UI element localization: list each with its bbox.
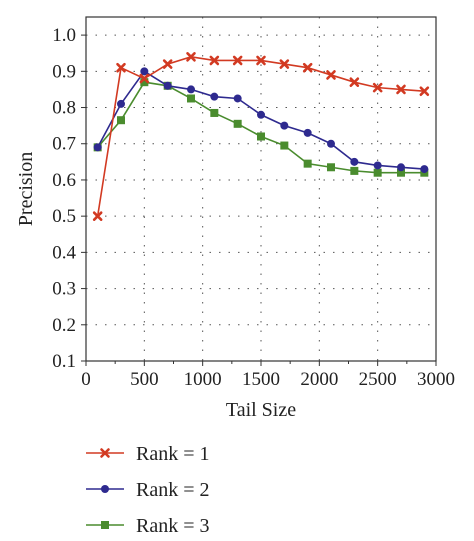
data-point: [209, 55, 220, 66]
data-point-stroke: [186, 52, 196, 62]
grid-lines: [86, 17, 436, 361]
data-point: [232, 55, 243, 66]
data-point: [373, 161, 382, 170]
data-point: [303, 159, 312, 168]
data-point: [350, 166, 359, 175]
data-point: [257, 110, 265, 119]
legend-item-rank-1: Rank = 1: [86, 443, 210, 465]
data-point-stroke: [209, 55, 220, 66]
data-point: [397, 163, 405, 172]
y-tick-label: 0.4: [52, 242, 76, 263]
x-tick-label: 2000: [300, 369, 338, 390]
data-point: [140, 67, 149, 76]
data-point-stroke: [326, 70, 336, 80]
data-point: [233, 94, 242, 103]
legend-label: Rank = 2: [136, 479, 210, 501]
x-tick-label: 1000: [184, 369, 222, 390]
data-point: [210, 108, 219, 117]
data-point: [139, 73, 150, 84]
x-tick-label: 2500: [359, 369, 397, 390]
series-rank-1: [92, 52, 430, 221]
legend-label: Rank = 3: [136, 515, 210, 537]
data-point: [373, 168, 382, 177]
data-point: [256, 55, 266, 66]
data-point: [420, 165, 429, 174]
data-point: [162, 59, 173, 69]
data-point-stroke: [116, 62, 126, 73]
data-point: [116, 62, 126, 73]
data-point: [93, 143, 102, 152]
data-point: [186, 52, 196, 62]
data-point: [349, 77, 360, 87]
series-rank-2: [93, 67, 429, 174]
y-tick-label: 0.1: [52, 351, 76, 372]
series-layer: [92, 52, 430, 221]
y-tick-label: 0.2: [52, 315, 76, 336]
legend-marker: [101, 521, 109, 529]
data-point: [350, 157, 359, 166]
legend: Rank = 1 Rank = 2 Rank = 3: [86, 443, 210, 537]
data-point: [397, 168, 405, 177]
data-point-stroke: [419, 86, 430, 97]
data-point-stroke: [256, 55, 266, 66]
y-tick-label: 0.5: [52, 206, 76, 227]
data-point: [372, 82, 383, 93]
legend-item-rank-2: Rank = 2: [86, 479, 210, 501]
legend-label: Rank = 1: [136, 443, 210, 465]
data-point: [233, 119, 242, 128]
data-point-stroke: [92, 211, 103, 221]
legend-marker-stroke: [100, 448, 110, 458]
y-axis-title: Precision: [15, 152, 37, 226]
y-tick-label: 0.7: [52, 134, 76, 155]
data-point: [117, 99, 125, 108]
series-line: [97, 81, 425, 174]
legend-item-rank-3: Rank = 3: [86, 515, 210, 537]
x-axis-title: Tail Size: [226, 399, 296, 421]
data-point: [303, 128, 312, 137]
data-point: [187, 85, 195, 94]
legend-marker: [100, 448, 110, 458]
y-tick-label: 0.6: [52, 170, 76, 191]
data-point: [326, 70, 336, 80]
y-tick-label: 1.0: [52, 25, 76, 46]
y-tick-label: 0.8: [52, 98, 76, 119]
data-point: [419, 86, 430, 97]
data-point: [187, 94, 195, 103]
x-tick-label: 1500: [242, 369, 280, 390]
data-point: [210, 92, 219, 101]
x-tick-label: 0: [81, 369, 91, 390]
data-point-stroke: [396, 84, 406, 95]
y-tick-label: 0.3: [52, 279, 76, 300]
data-point: [327, 163, 335, 172]
data-point: [327, 139, 335, 148]
data-point: [280, 141, 289, 150]
x-tick-label: 500: [130, 369, 159, 390]
data-point-stroke: [302, 62, 313, 73]
data-point: [257, 132, 265, 141]
data-point-stroke: [279, 59, 290, 69]
data-point-stroke: [232, 55, 243, 66]
legend-marker: [101, 485, 109, 493]
y-tick-label: 0.9: [52, 61, 76, 82]
data-point: [117, 116, 125, 125]
data-point: [92, 211, 103, 221]
data-point-stroke: [139, 73, 150, 84]
data-point: [280, 121, 289, 130]
x-tick-label: 3000: [417, 369, 455, 390]
data-point-stroke: [372, 82, 383, 93]
data-point-stroke: [349, 77, 360, 87]
data-point-stroke: [162, 59, 173, 69]
axis-ticks: 0 500 1000 1500 2000 2500 3000 0.1 0.2 0.3 0.4 0.5 0…: [52, 25, 455, 390]
data-point: [140, 78, 149, 87]
data-point: [396, 84, 406, 95]
data-point: [302, 62, 313, 73]
data-point: [163, 81, 172, 90]
data-point: [279, 59, 290, 69]
